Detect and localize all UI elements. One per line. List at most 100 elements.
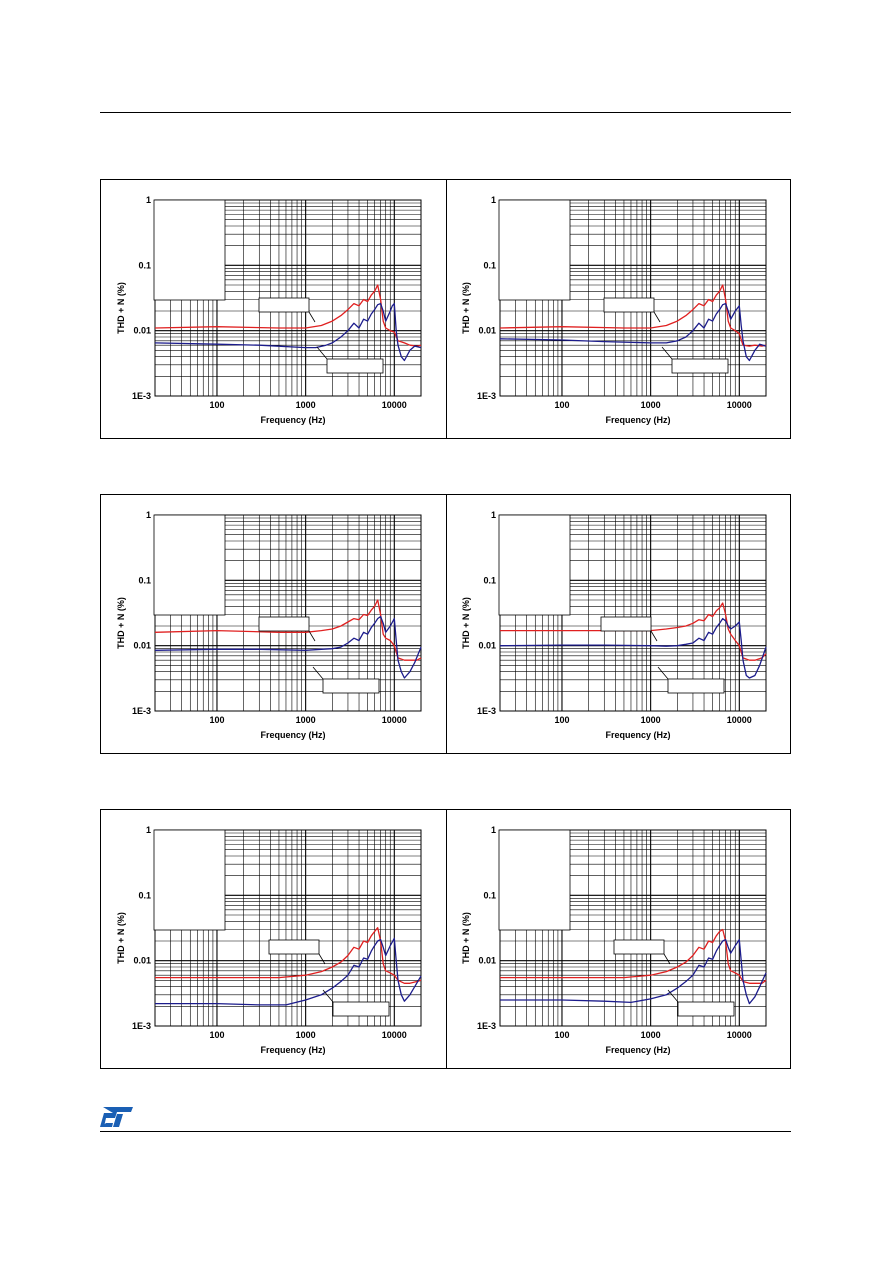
- x-axis-label: Frequency (Hz): [260, 415, 325, 425]
- chart-3: 100 1000 10000 1 0.1 0.01 1E-3 Frequency (Hz) TH…: [101, 495, 446, 753]
- callout-box-upper: [600, 616, 652, 632]
- x-tick-label: 100: [554, 1030, 569, 1040]
- chart-svg: 100 1000 10000 1 0.1 0.01 1E-3 Frequency (Hz) TH…: [461, 825, 767, 1055]
- x-tick-label: 100: [554, 715, 569, 725]
- y-tick-label: 0.1: [138, 890, 151, 900]
- callout-pointer-upper: [663, 953, 671, 965]
- x-axis-label: Frequency (Hz): [605, 730, 670, 740]
- frame-divider: [446, 810, 447, 1068]
- x-tick-label: 10000: [727, 1030, 752, 1040]
- series-line-2: [154, 302, 422, 362]
- legend-box: [153, 829, 226, 931]
- callout-pointer-lower: [312, 666, 324, 680]
- y-tick-label: 1E-3: [477, 391, 496, 401]
- chart-5: 100 1000 10000 1 0.1 0.01 1E-3 Frequency (Hz) TH…: [101, 810, 446, 1068]
- footer-rule: [100, 1131, 791, 1132]
- chart-6: 100 1000 10000 1 0.1 0.01 1E-3 Frequency (Hz) TH…: [446, 810, 791, 1068]
- chart-frame-row-3: 100 1000 10000 1 0.1 0.01 1E-3 Frequency (Hz) TH…: [100, 809, 791, 1069]
- x-tick-label: 1000: [296, 400, 316, 410]
- callout-pointer-upper: [653, 311, 661, 323]
- st-logo-icon: [100, 1106, 134, 1128]
- chart-1: 100 1000 10000 1 0.1 0.01 1E-3 Frequency (Hz) TH…: [101, 180, 446, 438]
- callout-box-lower: [332, 1001, 390, 1017]
- y-axis-label: THD + N (%): [461, 597, 471, 649]
- chart-svg: 100 1000 10000 1 0.1 0.01 1E-3 Frequency (Hz) TH…: [461, 510, 767, 740]
- callout-box-upper: [613, 939, 665, 955]
- y-tick-label: 0.01: [478, 956, 496, 966]
- frame-divider: [446, 180, 447, 438]
- legend-box: [498, 514, 571, 616]
- series-line-2: [499, 302, 767, 362]
- y-axis-label: THD + N (%): [461, 912, 471, 964]
- chart-4: 100 1000 10000 1 0.1 0.01 1E-3 Frequency (Hz) TH…: [446, 495, 791, 753]
- x-tick-label: 100: [209, 400, 224, 410]
- x-tick-label: 1000: [641, 715, 661, 725]
- y-axis-label: THD + N (%): [116, 912, 126, 964]
- y-tick-label: 0.01: [133, 956, 151, 966]
- chart-frame-row-2: 100 1000 10000 1 0.1 0.01 1E-3 Frequency (Hz) TH…: [100, 494, 791, 754]
- y-tick-label: 1E-3: [477, 706, 496, 716]
- chart-svg: 100 1000 10000 1 0.1 0.01 1E-3 Frequency (Hz) TH…: [116, 825, 422, 1055]
- y-tick-label: 0.01: [478, 326, 496, 336]
- x-tick-label: 1000: [641, 400, 661, 410]
- x-tick-label: 10000: [727, 715, 752, 725]
- y-tick-label: 1: [491, 195, 496, 205]
- y-tick-label: 0.01: [133, 641, 151, 651]
- x-tick-label: 1000: [641, 1030, 661, 1040]
- legend-box: [153, 199, 226, 301]
- chart-svg: 100 1000 10000 1 0.1 0.01 1E-3 Frequency (Hz) TH…: [116, 195, 422, 425]
- series-line-2: [154, 615, 422, 679]
- y-tick-label: 1: [146, 825, 151, 835]
- y-axis-label: THD + N (%): [461, 282, 471, 334]
- callout-box-upper: [258, 297, 310, 313]
- x-axis-label: Frequency (Hz): [260, 730, 325, 740]
- callout-box-upper: [268, 939, 320, 955]
- y-tick-label: 0.1: [138, 575, 151, 585]
- callout-pointer-upper: [650, 630, 658, 642]
- series-line-2: [499, 617, 767, 679]
- y-tick-label: 1: [146, 510, 151, 520]
- y-tick-label: 1E-3: [132, 706, 151, 716]
- chart-svg: 100 1000 10000 1 0.1 0.01 1E-3 Frequency (Hz) TH…: [116, 510, 422, 740]
- frame-divider: [446, 495, 447, 753]
- callout-pointer-lower: [657, 666, 669, 680]
- y-tick-label: 1: [491, 510, 496, 520]
- x-tick-label: 10000: [727, 400, 752, 410]
- x-tick-label: 1000: [296, 715, 316, 725]
- y-tick-label: 1E-3: [132, 391, 151, 401]
- x-axis-label: Frequency (Hz): [260, 1045, 325, 1055]
- chart-2: 100 1000 10000 1 0.1 0.01 1E-3 Frequency (Hz) TH…: [446, 180, 791, 438]
- header-rule: [100, 112, 791, 113]
- series-line-2: [500, 938, 767, 1005]
- y-tick-label: 0.1: [483, 575, 496, 585]
- callout-box-lower: [671, 358, 729, 374]
- x-tick-label: 10000: [382, 400, 407, 410]
- legend-box: [498, 199, 571, 301]
- callout-box-lower: [322, 678, 380, 694]
- y-axis-label: THD + N (%): [116, 597, 126, 649]
- chart-frame-row-1: 100 1000 10000 1 0.1 0.01 1E-3 Frequency (Hz) TH…: [100, 179, 791, 439]
- y-tick-label: 0.1: [483, 260, 496, 270]
- x-tick-label: 10000: [382, 1030, 407, 1040]
- x-tick-label: 100: [554, 400, 569, 410]
- callout-pointer-lower: [316, 346, 328, 360]
- y-axis-label: THD + N (%): [116, 282, 126, 334]
- callout-box-lower: [677, 1001, 735, 1017]
- callout-pointer-upper: [308, 311, 316, 323]
- callout-pointer-upper: [308, 630, 316, 642]
- callout-pointer-lower: [322, 989, 334, 1003]
- x-axis-label: Frequency (Hz): [605, 1045, 670, 1055]
- chart-svg: 100 1000 10000 1 0.1 0.01 1E-3 Frequency (Hz) TH…: [461, 195, 767, 425]
- callout-pointer-upper: [318, 953, 326, 965]
- callout-pointer-lower: [667, 989, 679, 1003]
- y-tick-label: 0.01: [133, 326, 151, 336]
- x-tick-label: 10000: [382, 715, 407, 725]
- x-tick-label: 100: [209, 715, 224, 725]
- x-axis-label: Frequency (Hz): [605, 415, 670, 425]
- series-line-2: [155, 937, 422, 1006]
- y-tick-label: 0.1: [138, 260, 151, 270]
- y-tick-label: 1E-3: [477, 1021, 496, 1031]
- callout-box-lower: [667, 678, 725, 694]
- y-tick-label: 1: [491, 825, 496, 835]
- x-tick-label: 100: [209, 1030, 224, 1040]
